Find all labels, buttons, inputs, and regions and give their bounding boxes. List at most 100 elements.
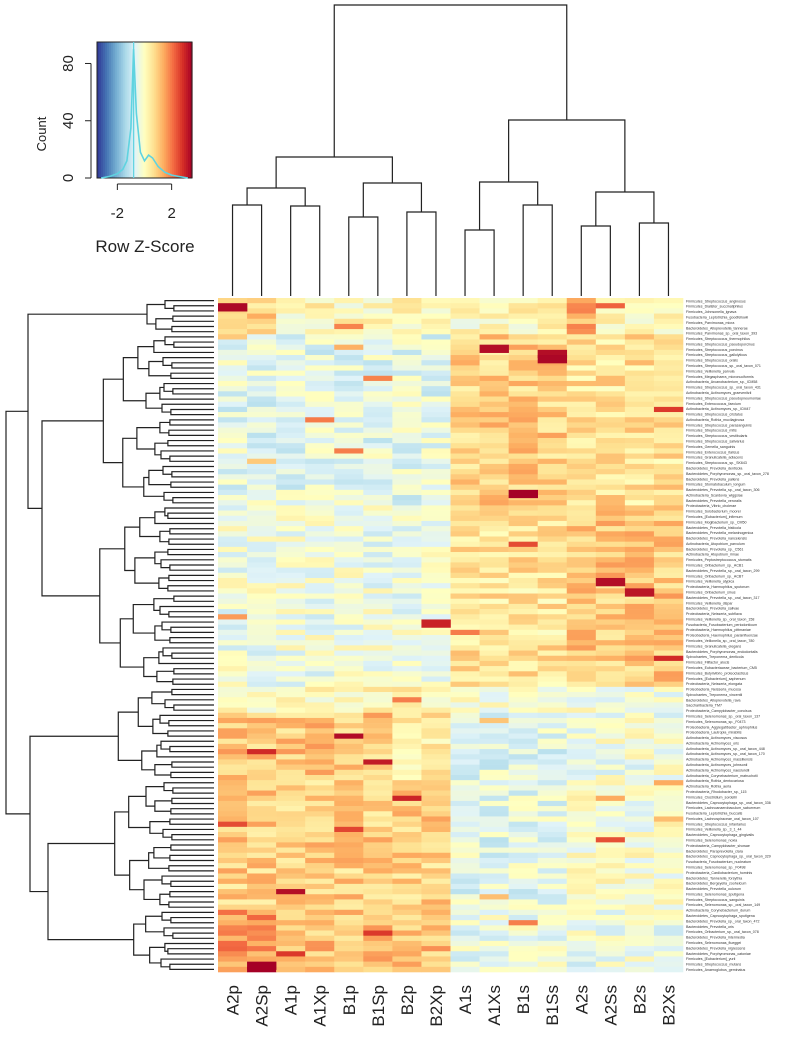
heatmap-cell [450, 692, 480, 698]
heatmap-cell [305, 914, 335, 921]
heatmap-cell [479, 562, 509, 568]
heatmap-cell [566, 883, 597, 890]
heatmap-cell [595, 878, 626, 885]
heatmap-cell [479, 883, 509, 890]
heatmap-cell [450, 484, 480, 491]
heatmap-cell [508, 577, 538, 584]
heatmap-cell [653, 645, 684, 651]
heatmap-cell [392, 800, 422, 807]
heatmap-cell [479, 609, 509, 615]
column-label: B1s [514, 985, 533, 1014]
heatmap-cell [537, 598, 568, 605]
heatmap-cell [479, 904, 509, 911]
heatmap-cell [334, 925, 364, 931]
heatmap-cell [595, 437, 626, 444]
heatmap-cell [653, 443, 684, 449]
heatmap-cell [653, 785, 684, 791]
heatmap-cell [508, 894, 538, 900]
heatmap-cell [508, 759, 538, 765]
heatmap-cell [566, 396, 597, 402]
row-dendrogram-link [168, 538, 214, 545]
heatmap-cell [305, 826, 335, 833]
heatmap-cell [537, 593, 568, 599]
heatmap-cell [595, 842, 626, 848]
heatmap-cell [218, 313, 248, 320]
heatmap-cell [595, 427, 626, 434]
heatmap-cell [624, 313, 655, 320]
heatmap-cell [595, 323, 626, 330]
heatmap-cell [276, 940, 306, 947]
heatmap-cell [276, 541, 306, 548]
heatmap-cell [508, 619, 538, 625]
heatmap-cell [363, 417, 393, 423]
heatmap-cell [392, 635, 422, 641]
heatmap-cell [508, 484, 538, 491]
heatmap-cell [537, 577, 568, 584]
row-label: Proteobacteria_Cardiobacterium_hominis [686, 871, 752, 875]
heatmap-cell [595, 909, 626, 916]
heatmap-cell [595, 894, 626, 900]
heatmap-cell [276, 842, 306, 848]
heatmap-cell [595, 520, 626, 527]
heatmap-cell [595, 458, 626, 465]
heatmap-cell [305, 712, 335, 719]
heatmap-cell [653, 520, 684, 527]
color-key-strip [150, 42, 154, 178]
heatmap-cell [392, 914, 422, 921]
heatmap-cell [218, 795, 248, 802]
heatmap-cell [247, 406, 277, 413]
heatmap-cell [421, 800, 451, 807]
heatmap-cell [508, 344, 538, 351]
heatmap-cell [479, 593, 509, 599]
heatmap-cell [247, 489, 277, 496]
heatmap-cell [392, 826, 422, 833]
heatmap-cell [653, 329, 684, 335]
heatmap-cell [624, 541, 655, 548]
heatmap-cell [653, 847, 684, 854]
heatmap-cell [218, 386, 248, 392]
row-dendrogram-link [171, 834, 214, 841]
heatmap-cell [479, 707, 509, 714]
heatmap-cell [392, 536, 422, 542]
row-dendrogram-link [139, 517, 160, 538]
heatmap-cell [421, 432, 451, 439]
heatmap-cells [218, 298, 684, 973]
heatmap-cell [653, 391, 684, 397]
heatmap-cell [624, 702, 655, 708]
heatmap-cell [450, 811, 480, 817]
heatmap-cell [624, 640, 655, 646]
heatmap-cell [537, 863, 568, 869]
heatmap-cell [421, 847, 451, 854]
column-label: B1Sp [369, 985, 388, 1027]
heatmap-cell [305, 489, 335, 496]
heatmap-cell [363, 505, 393, 511]
heatmap-cell [305, 437, 335, 444]
heatmap-cell [653, 577, 684, 584]
heatmap-cell [479, 806, 509, 812]
heatmap-cell [479, 743, 509, 750]
heatmap-cell [421, 500, 451, 506]
heatmap-cell [479, 432, 509, 439]
heatmap-cell [421, 489, 451, 496]
row-dendrogram-link [169, 854, 214, 862]
heatmap-cell [624, 375, 655, 382]
heatmap-cell [537, 344, 568, 351]
heatmap-cell [653, 697, 684, 703]
heatmap-cell [363, 614, 393, 620]
row-label: Firmicutes_Gemella_sanguinis [686, 445, 735, 449]
heatmap-cell [450, 380, 480, 387]
heatmap-cell [508, 370, 538, 377]
heatmap-cell [421, 412, 451, 418]
row-dendrogram-link [154, 551, 168, 565]
heatmap-cell [653, 811, 684, 817]
heatmap-cell [363, 629, 393, 636]
heatmap-cell [421, 334, 451, 340]
heatmap-cell [363, 572, 393, 579]
column-label: B1p [340, 985, 359, 1015]
heatmap-cell [363, 707, 393, 714]
heatmap-cell [334, 469, 364, 475]
heatmap-cell [653, 837, 684, 843]
heatmap-cell [363, 349, 393, 356]
heatmap-cell [479, 925, 509, 931]
heatmap-cell [624, 495, 655, 501]
